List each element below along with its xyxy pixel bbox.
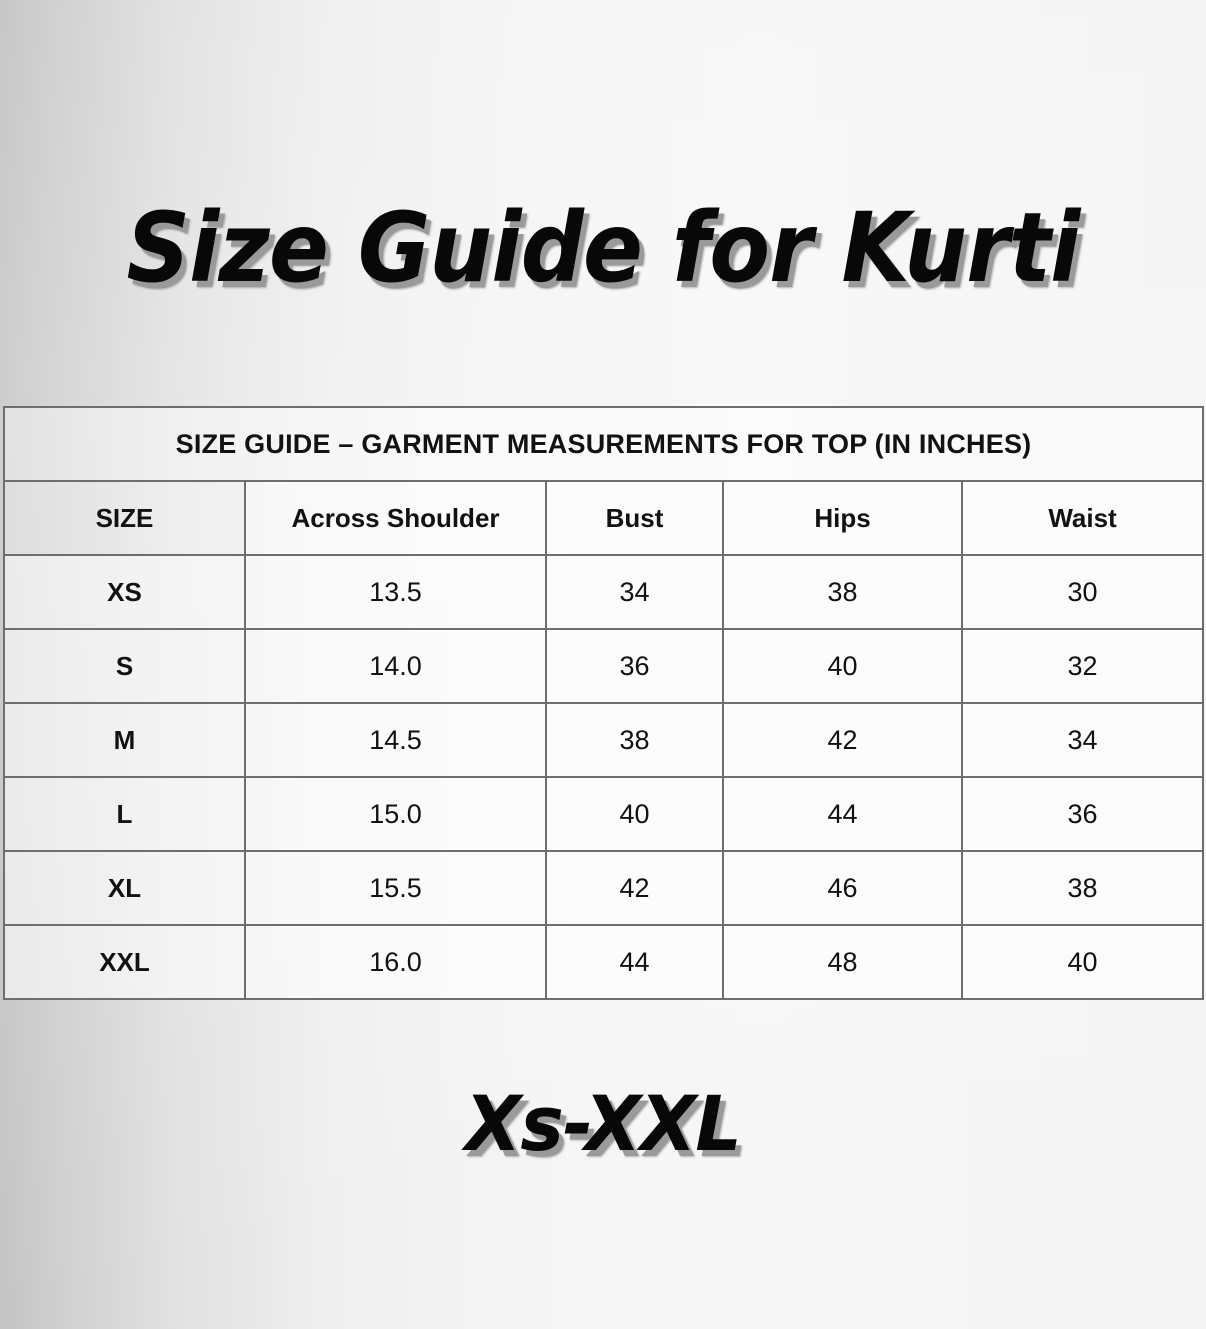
table-row: XXL 16.0 44 48 40 xyxy=(3,924,1205,1000)
cell-waist: 40 xyxy=(960,924,1205,1000)
cell-hips: 44 xyxy=(722,776,963,852)
cell-hips: 38 xyxy=(722,554,963,630)
column-header-bust: Bust xyxy=(545,480,724,556)
cell-size: S xyxy=(3,628,246,704)
cell-waist: 38 xyxy=(960,850,1205,926)
cell-across-shoulder: 15.5 xyxy=(244,850,547,926)
table-row: XL 15.5 42 46 38 xyxy=(3,850,1205,926)
table-row: L 15.0 40 44 36 xyxy=(3,776,1205,852)
table-row: XS 13.5 34 38 30 xyxy=(3,554,1205,630)
column-header-row: SIZE Across Shoulder Bust Hips Waist xyxy=(3,480,1205,556)
cell-across-shoulder: 14.5 xyxy=(244,702,547,778)
table-banner-text: SIZE GUIDE – GARMENT MEASUREMENTS FOR TO… xyxy=(2,406,1205,482)
cell-across-shoulder: 16.0 xyxy=(244,924,547,1000)
cell-across-shoulder: 14.0 xyxy=(244,628,547,704)
cell-across-shoulder: 15.0 xyxy=(244,776,547,852)
cell-bust: 38 xyxy=(545,702,724,778)
size-guide-table: SIZE GUIDE – GARMENT MEASUREMENTS FOR TO… xyxy=(2,406,1205,1000)
cell-waist: 30 xyxy=(960,554,1205,630)
table-row: M 14.5 38 42 34 xyxy=(3,702,1205,778)
column-header-hips: Hips xyxy=(722,480,963,556)
column-header-size: SIZE xyxy=(3,480,246,556)
cell-bust: 42 xyxy=(545,850,724,926)
cell-size: XL xyxy=(3,850,246,926)
cell-hips: 46 xyxy=(722,850,963,926)
cell-bust: 40 xyxy=(545,776,724,852)
cell-size: M xyxy=(3,702,246,778)
cell-size: XS xyxy=(3,554,246,630)
cell-waist: 36 xyxy=(960,776,1205,852)
table-row: S 14.0 36 40 32 xyxy=(3,628,1205,704)
cell-waist: 34 xyxy=(960,702,1205,778)
size-range-label: Xs-XXL xyxy=(465,1079,742,1168)
cell-bust: 36 xyxy=(545,628,724,704)
cell-waist: 32 xyxy=(960,628,1205,704)
cell-hips: 48 xyxy=(722,924,963,1000)
column-header-waist: Waist xyxy=(960,480,1205,556)
cell-size: XXL xyxy=(3,924,246,1000)
cell-size: L xyxy=(3,776,246,852)
cell-bust: 44 xyxy=(545,924,724,1000)
cell-across-shoulder: 13.5 xyxy=(244,554,547,630)
size-guide-table-container: SIZE GUIDE – GARMENT MEASUREMENTS FOR TO… xyxy=(2,406,1205,1000)
cell-hips: 40 xyxy=(722,628,963,704)
table-banner-row: SIZE GUIDE – GARMENT MEASUREMENTS FOR TO… xyxy=(2,406,1205,482)
page-title: Size Guide for Kurti xyxy=(126,192,1080,304)
cell-hips: 42 xyxy=(722,702,963,778)
column-header-across-shoulder: Across Shoulder xyxy=(244,480,547,556)
cell-bust: 34 xyxy=(545,554,724,630)
